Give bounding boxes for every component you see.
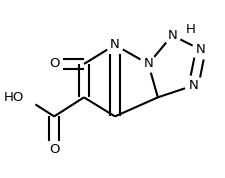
Text: N: N	[143, 57, 153, 70]
Text: O: O	[49, 143, 59, 156]
Text: N: N	[188, 79, 198, 92]
Text: H: H	[184, 23, 194, 36]
Text: HO: HO	[4, 91, 24, 104]
Text: O: O	[49, 57, 59, 70]
Text: N: N	[110, 38, 119, 51]
Text: N: N	[166, 29, 176, 42]
Text: N: N	[195, 43, 205, 56]
